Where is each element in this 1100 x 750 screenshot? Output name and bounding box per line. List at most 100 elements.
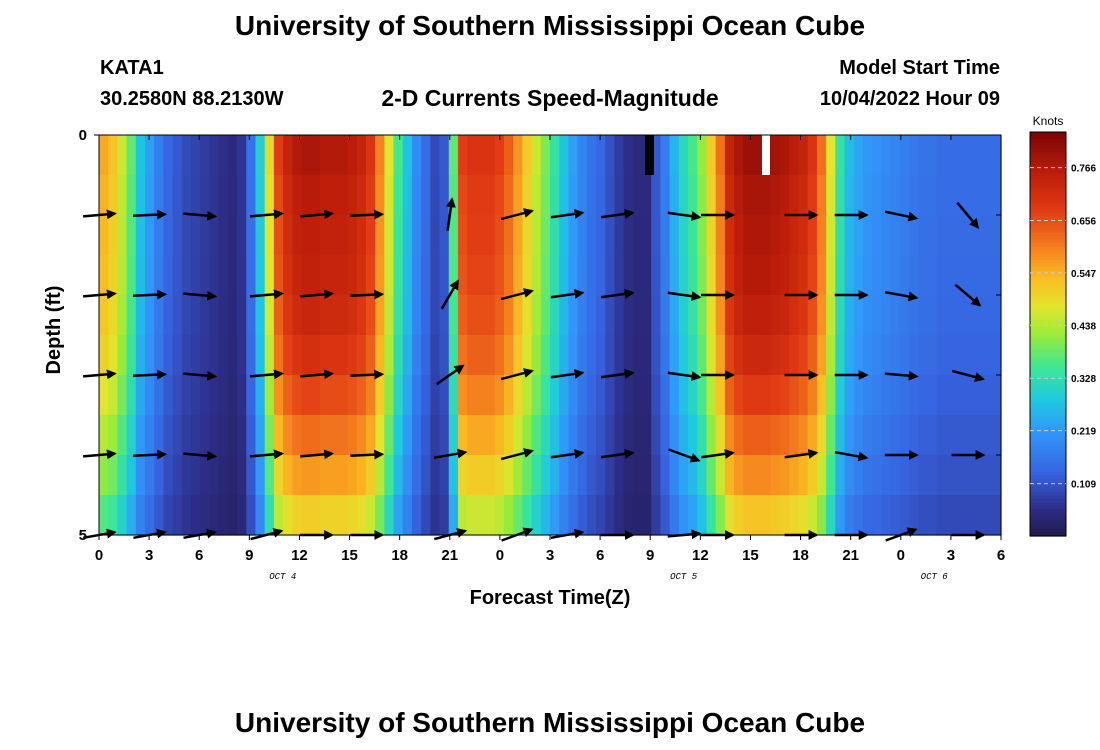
colorbar-frame — [1029, 131, 1067, 537]
heat-cell — [503, 375, 514, 416]
colorbar-band — [1030, 354, 1066, 359]
heat-cell — [347, 455, 358, 496]
heat-cell — [908, 495, 919, 536]
heat-cell — [862, 455, 873, 496]
heat-cell — [789, 415, 800, 456]
heat-cell — [522, 215, 533, 256]
heat-cell — [862, 295, 873, 336]
heat-cell — [632, 415, 643, 456]
heat-cell — [209, 135, 220, 176]
heat-cell — [227, 455, 238, 496]
heat-cell — [301, 295, 312, 336]
heat-cell — [826, 495, 836, 536]
heat-cell — [945, 295, 956, 336]
heat-cell — [540, 495, 551, 536]
current-vector — [550, 208, 585, 219]
data-gaps — [645, 135, 770, 175]
heat-cell — [890, 135, 901, 176]
heat-cell — [375, 175, 385, 216]
heat-cell — [430, 455, 441, 496]
heat-cell — [651, 335, 662, 376]
heat-cell — [724, 415, 735, 456]
heat-cell — [908, 335, 919, 376]
heat-cell — [301, 175, 312, 216]
heat-cell — [181, 455, 192, 496]
heat-cell — [117, 175, 128, 216]
heat-cell — [890, 295, 901, 336]
heat-cell — [660, 255, 671, 296]
current-vector — [183, 290, 218, 301]
heat-cell — [623, 135, 634, 176]
colorbar-band — [1030, 414, 1066, 419]
heat-cell — [770, 175, 781, 216]
heat-cell — [789, 215, 800, 256]
current-vector — [884, 290, 919, 302]
heat-cell — [522, 495, 533, 536]
heat-cell — [835, 175, 846, 216]
heat-cell — [347, 135, 358, 176]
heat-cell — [448, 415, 459, 456]
heat-cell — [872, 215, 882, 256]
heat-cell — [991, 215, 1002, 256]
heat-cell — [503, 295, 514, 336]
heat-cell — [494, 335, 505, 376]
colorbar: Knots 0.109 0.219 0.328 0.438 0.547 0.656 0.76… — [1029, 114, 1096, 537]
heat-cell — [706, 375, 717, 416]
heat-cell — [494, 295, 505, 336]
heat-cell — [669, 295, 680, 336]
heat-cell — [862, 495, 873, 536]
heat-cell — [688, 135, 698, 176]
colorbar-band — [1030, 475, 1066, 480]
x-tick-label: 9 — [646, 547, 654, 564]
heat-cell — [292, 215, 303, 256]
heat-cell — [227, 415, 238, 456]
heat-cell — [660, 455, 671, 496]
heat-cell — [853, 495, 864, 536]
heat-cell — [651, 415, 662, 456]
heat-cell — [697, 255, 708, 296]
heat-cell — [752, 215, 763, 256]
heat-cell — [172, 415, 183, 456]
heat-cell — [467, 135, 477, 176]
colorbar-band — [1030, 256, 1066, 261]
heat-cell — [899, 415, 910, 456]
heat-cell — [559, 255, 569, 296]
x-tick-label: 12 — [692, 547, 709, 564]
colorbar-band — [1030, 391, 1066, 396]
heat-cell — [218, 415, 229, 456]
colorbar-band — [1030, 408, 1066, 413]
heat-cell — [338, 455, 349, 496]
heat-cell — [347, 295, 358, 336]
heat-cell — [356, 295, 367, 336]
heat-cell — [135, 215, 146, 256]
heat-cell — [283, 135, 293, 176]
heat-cell — [899, 335, 910, 376]
heat-cell — [890, 495, 901, 536]
heat-cell — [826, 175, 836, 216]
heat-cell — [596, 255, 606, 296]
colorbar-band — [1030, 158, 1066, 163]
colorbar-band — [1030, 441, 1066, 446]
heat-cell — [743, 375, 754, 416]
colorbar-band — [1030, 172, 1066, 177]
heat-cell — [789, 295, 800, 336]
heat-cell — [283, 415, 293, 456]
current-vector — [600, 208, 635, 219]
colorbar-band — [1030, 142, 1066, 147]
heat-cell — [844, 495, 855, 536]
heat-cell — [724, 455, 735, 496]
heat-cell — [660, 415, 671, 456]
heat-cell — [936, 215, 947, 256]
heat-cell — [448, 335, 459, 376]
heat-cell — [513, 295, 523, 336]
heat-cell — [577, 295, 588, 336]
heat-cell — [338, 295, 349, 336]
heat-cell — [743, 255, 754, 296]
heat-cell — [264, 295, 275, 336]
heat-cell — [881, 335, 892, 376]
heat-cell — [522, 415, 533, 456]
heat-cell — [135, 415, 146, 456]
current-vector — [667, 291, 702, 302]
heat-cell — [798, 295, 809, 336]
heat-cell — [927, 455, 938, 496]
